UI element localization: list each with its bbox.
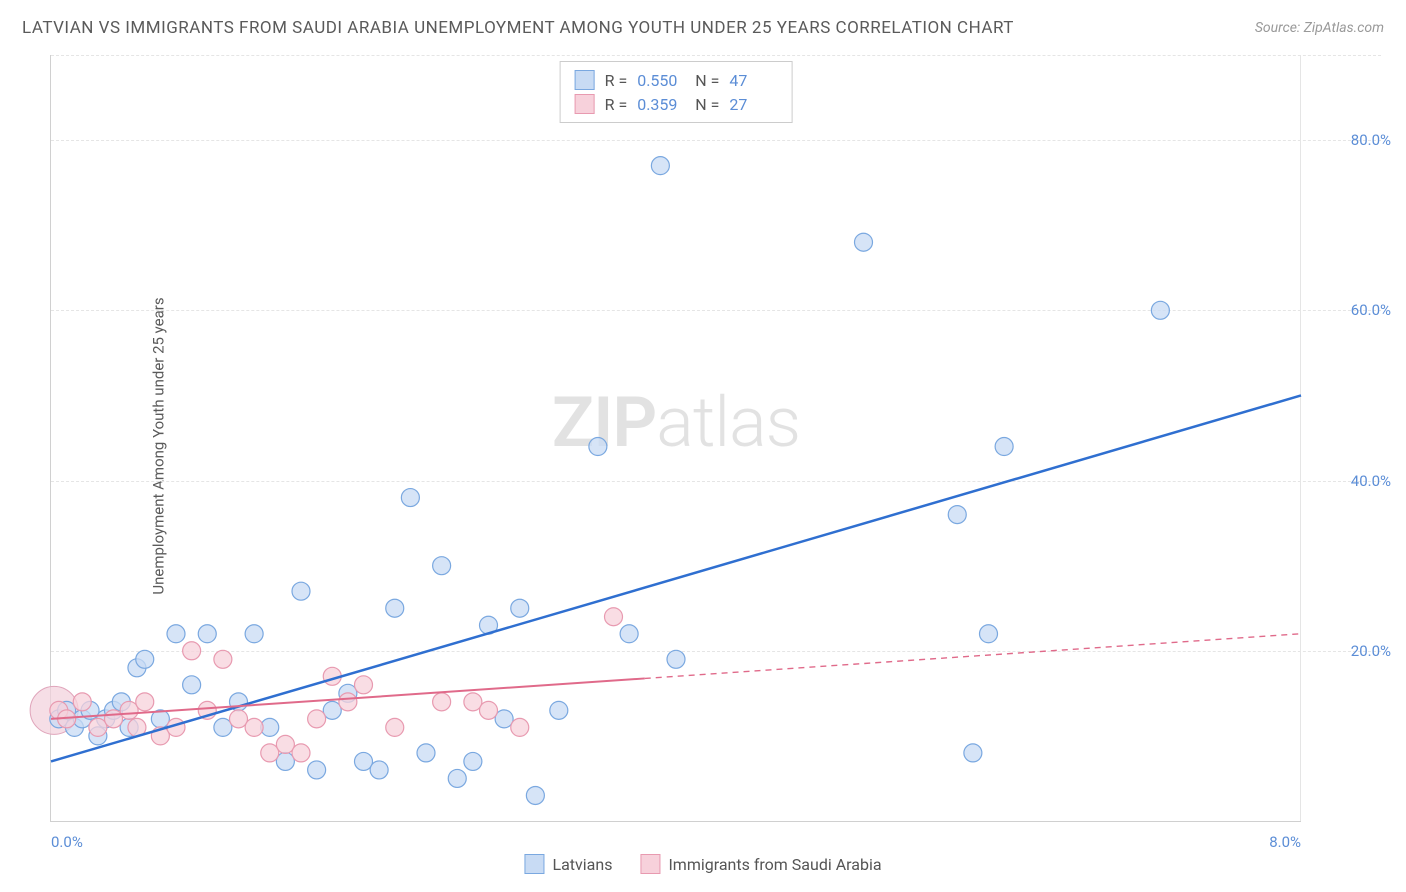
scatter-point <box>339 693 357 711</box>
scatter-point <box>511 718 529 736</box>
r-value: 0.359 <box>637 95 685 114</box>
r-label: R = <box>605 95 628 114</box>
scatter-point <box>651 157 669 175</box>
legend-series: Latvians Immigrants from Saudi Arabia <box>524 854 881 874</box>
n-label: N = <box>695 95 719 114</box>
plot-area: ZIPatlas 20.0%40.0%60.0%80.0% 0.0%8.0% R… <box>50 55 1301 822</box>
scatter-point <box>245 718 263 736</box>
r-value: 0.550 <box>637 71 685 90</box>
scatter-point <box>550 701 568 719</box>
scatter-point <box>964 744 982 762</box>
scatter-point <box>370 761 388 779</box>
title-bar: LATVIAN VS IMMIGRANTS FROM SAUDI ARABIA … <box>22 18 1384 38</box>
legend-swatch <box>575 94 595 114</box>
trend-line-extension <box>645 634 1301 679</box>
scatter-point <box>995 438 1013 456</box>
scatter-point <box>386 599 404 617</box>
scatter-point <box>292 744 310 762</box>
legend-series-item: Immigrants from Saudi Arabia <box>640 854 881 874</box>
scatter-point <box>198 625 216 643</box>
y-tick-label: 80.0% <box>1351 131 1391 149</box>
scatter-point <box>183 676 201 694</box>
scatter-point <box>292 582 310 600</box>
scatter-point <box>948 506 966 524</box>
scatter-point <box>605 608 623 626</box>
scatter-point <box>136 693 154 711</box>
x-tick-label: 0.0% <box>51 833 83 851</box>
scatter-point <box>214 650 232 668</box>
scatter-point <box>980 625 998 643</box>
legend-series-label: Latvians <box>552 855 612 874</box>
scatter-point <box>526 786 544 804</box>
legend-series-label: Immigrants from Saudi Arabia <box>668 855 881 874</box>
scatter-point <box>433 693 451 711</box>
scatter-point <box>417 744 435 762</box>
legend-swatch <box>524 854 544 874</box>
scatter-point <box>464 752 482 770</box>
scatter-point <box>620 625 638 643</box>
scatter-point <box>355 676 373 694</box>
r-label: R = <box>605 71 628 90</box>
y-tick-label: 60.0% <box>1351 301 1391 319</box>
scatter-point <box>167 625 185 643</box>
scatter-point <box>433 557 451 575</box>
scatter-point <box>73 693 91 711</box>
scatter-point <box>1151 301 1169 319</box>
legend-stats-row: R = 0.359 N = 27 <box>575 92 778 116</box>
x-tick-label: 8.0% <box>1269 833 1301 851</box>
n-value: 27 <box>729 95 777 114</box>
legend-stats: R = 0.550 N = 47 R = 0.359 N = 27 <box>560 61 793 123</box>
n-value: 47 <box>729 71 777 90</box>
legend-stats-row: R = 0.550 N = 47 <box>575 68 778 92</box>
scatter-point <box>401 489 419 507</box>
scatter-point <box>448 769 466 787</box>
scatter-point <box>667 650 685 668</box>
scatter-point <box>386 718 404 736</box>
y-tick-label: 40.0% <box>1351 472 1391 490</box>
scatter-point <box>855 233 873 251</box>
chart-title: LATVIAN VS IMMIGRANTS FROM SAUDI ARABIA … <box>22 18 1014 38</box>
scatter-point <box>589 438 607 456</box>
scatter-point <box>136 650 154 668</box>
scatter-point <box>511 599 529 617</box>
scatter-point <box>183 642 201 660</box>
scatter-point <box>480 701 498 719</box>
scatter-point <box>308 761 326 779</box>
legend-series-item: Latvians <box>524 854 612 874</box>
scatter-point <box>308 710 326 728</box>
legend-swatch <box>575 70 595 90</box>
legend-swatch <box>640 854 660 874</box>
source-label: Source: ZipAtlas.com <box>1255 20 1384 36</box>
scatter-point <box>245 625 263 643</box>
scatter-svg <box>51 55 1301 821</box>
n-label: N = <box>695 71 719 90</box>
y-tick-label: 20.0% <box>1351 642 1391 660</box>
